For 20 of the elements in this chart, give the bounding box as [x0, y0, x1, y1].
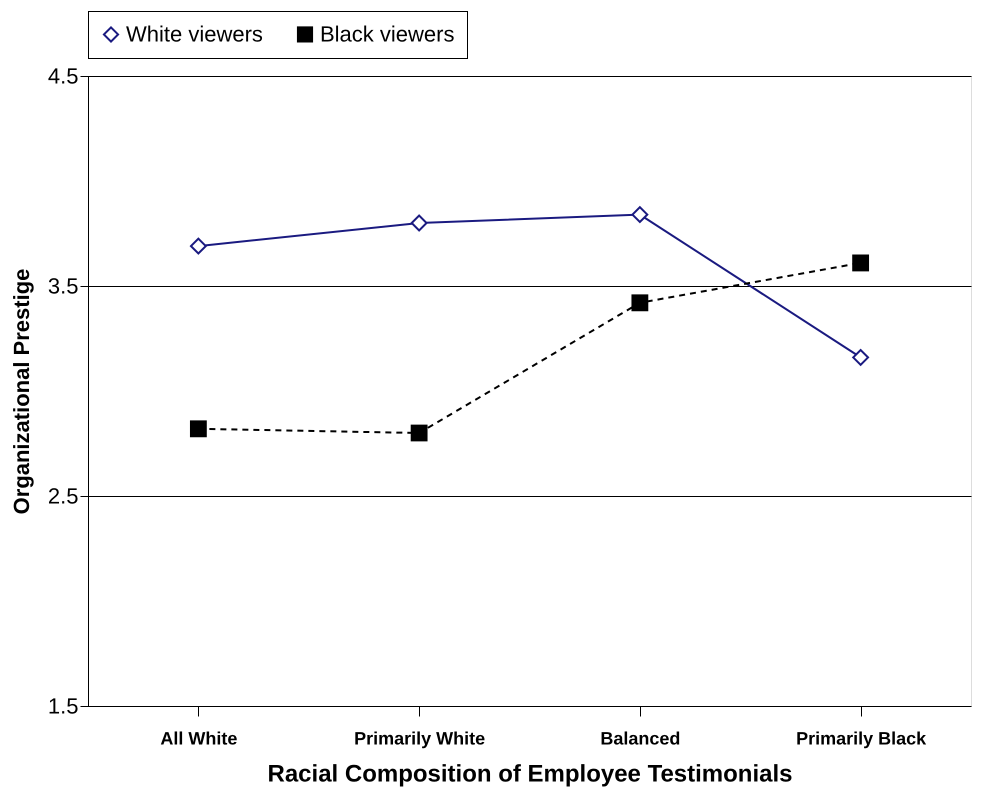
point: [631, 206, 648, 224]
point: [410, 424, 428, 442]
point: [190, 238, 207, 255]
point: [190, 420, 207, 438]
y-axis-title: Organizational Prestige: [8, 268, 34, 514]
x-axis-title: Racial Composition of Employee Testimonials: [268, 760, 792, 788]
point: [410, 214, 428, 232]
x-tick-label: Primarily Black: [796, 728, 928, 748]
point: [631, 294, 648, 312]
x-tick-label: Primarily White: [354, 728, 486, 748]
legend-label: White viewers: [126, 21, 263, 46]
x-tick-label: Balanced: [600, 728, 680, 748]
y-tick-label: 2.5: [48, 484, 78, 508]
x-tick-label: All White: [160, 728, 238, 748]
y-tick-label: 3.5: [48, 274, 78, 298]
y-tick-label: 1.5: [48, 694, 78, 718]
point: [852, 348, 870, 366]
legend-label: Black viewers: [320, 21, 454, 46]
y-tick-label: 4.5: [48, 64, 78, 88]
point: [852, 254, 870, 272]
